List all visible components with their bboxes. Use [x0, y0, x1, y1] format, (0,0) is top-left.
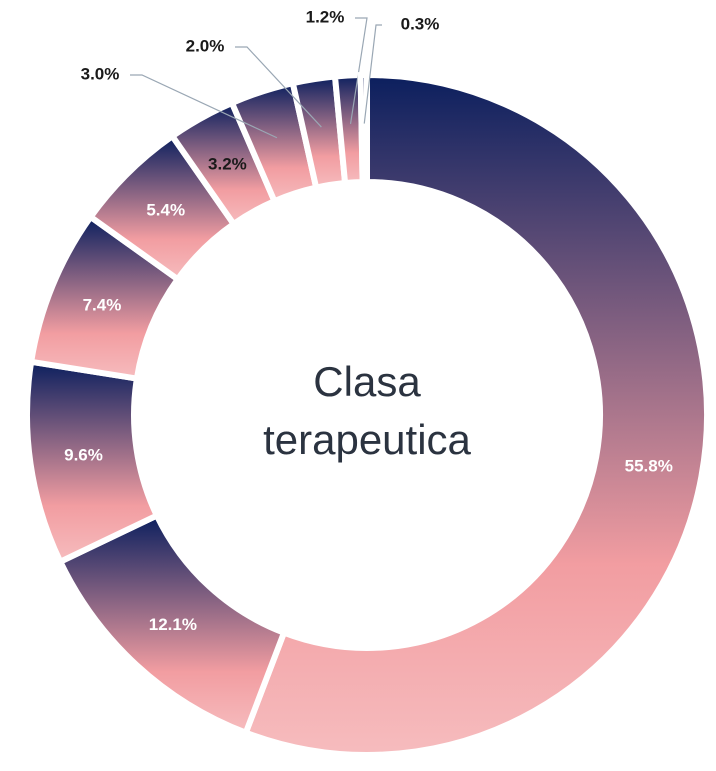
data-label: 3.2% [208, 154, 247, 173]
leader-line [130, 74, 278, 139]
data-label: 55.8% [625, 456, 673, 475]
center-text: terapeutica [263, 416, 471, 463]
slice [241, 71, 710, 758]
data-label: 7.4% [83, 296, 122, 315]
data-label: 3.0% [81, 64, 120, 83]
leader-line [349, 17, 368, 125]
data-label: 0.3% [401, 14, 440, 33]
leader-line [363, 24, 382, 124]
leader-line [235, 46, 322, 128]
data-label: 12.1% [149, 615, 197, 634]
slice [357, 71, 370, 186]
data-label: 2.0% [186, 36, 225, 55]
data-label: 9.6% [64, 446, 103, 465]
data-label: 1.2% [306, 7, 345, 26]
center-text: Clasa [313, 358, 421, 405]
data-label: 5.4% [146, 201, 185, 220]
